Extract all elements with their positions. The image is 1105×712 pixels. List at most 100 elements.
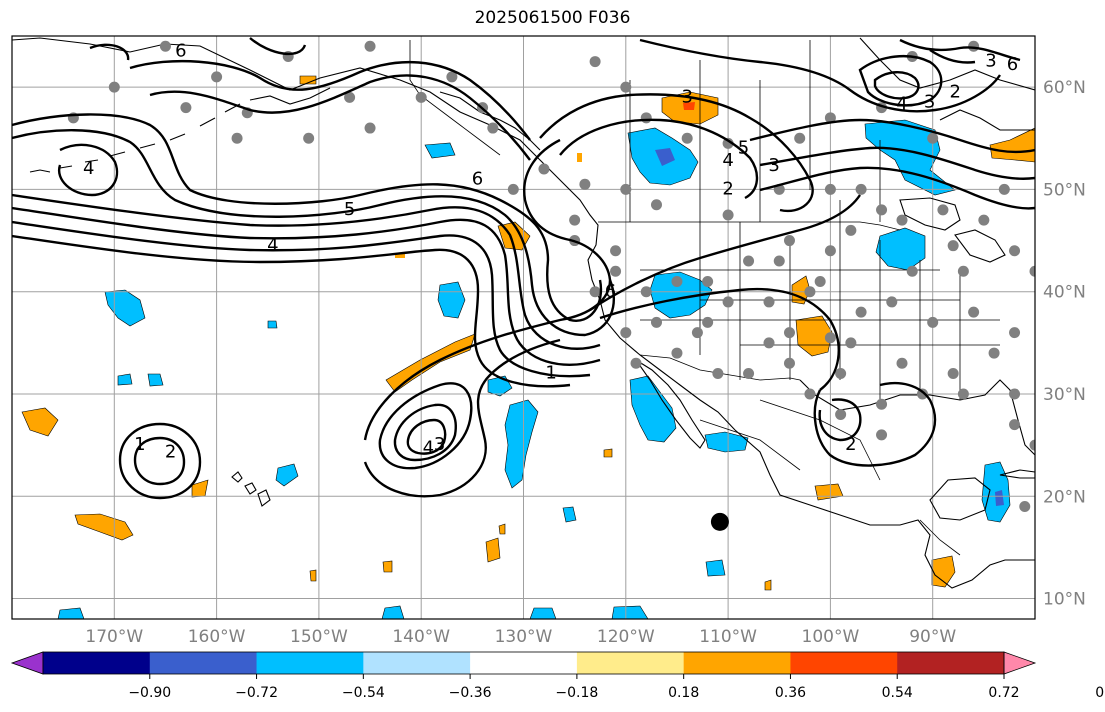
contour-label: 1 xyxy=(134,434,145,455)
station-marker xyxy=(231,132,243,144)
station-marker xyxy=(630,357,642,369)
contour-line xyxy=(813,381,937,467)
station-marker xyxy=(1029,265,1035,277)
station-marker xyxy=(783,327,795,339)
contour-line xyxy=(12,193,601,350)
station-marker xyxy=(691,327,703,339)
station-marker xyxy=(681,132,693,144)
contour-line xyxy=(539,93,814,213)
colorbar-segment xyxy=(683,652,791,674)
shade-blob xyxy=(395,254,405,258)
shade-blob xyxy=(562,506,577,523)
station-marker xyxy=(783,235,795,247)
station-marker xyxy=(620,81,632,93)
station-marker xyxy=(824,112,836,124)
station-marker xyxy=(835,408,847,420)
shade-blob xyxy=(705,559,726,577)
shade-blob xyxy=(611,605,649,619)
station-marker xyxy=(824,245,836,257)
contour-line xyxy=(118,422,202,500)
shade-blob xyxy=(995,490,1004,506)
lon-label: 160°W xyxy=(188,627,246,647)
plot-frame xyxy=(11,35,1036,620)
contour-line xyxy=(899,38,1021,62)
shade-blob xyxy=(74,513,134,541)
shade-blob xyxy=(629,375,677,443)
colorbar-tick-label: −0.54 xyxy=(342,685,385,701)
station-marker xyxy=(968,40,980,52)
station-marker xyxy=(814,275,826,287)
station-marker xyxy=(211,71,223,83)
station-marker xyxy=(876,204,888,216)
station-marker xyxy=(743,368,755,380)
station-marker xyxy=(303,132,315,144)
lon-label: 90°W xyxy=(909,627,956,647)
contour-line xyxy=(12,220,591,378)
shade-blob xyxy=(683,102,695,110)
shade-blob xyxy=(57,607,85,619)
contour-label: 3 xyxy=(768,155,779,176)
latitude-labels: 10°N 20°N 30°N 40°N 50°N 60°N xyxy=(1043,78,1086,609)
station-marker xyxy=(978,214,990,226)
shade-blob xyxy=(498,523,506,535)
lat-label: 20°N xyxy=(1043,487,1086,507)
lon-label: 150°W xyxy=(290,627,348,647)
shade-blob xyxy=(424,142,456,159)
shade-blob xyxy=(267,320,278,329)
station-marker xyxy=(998,183,1010,195)
station-marker xyxy=(896,214,908,226)
shade-blob xyxy=(577,153,582,162)
contour-label: 4 xyxy=(423,437,434,458)
contour-line xyxy=(759,146,1035,180)
colorbar-segment xyxy=(897,652,1005,674)
station-marker xyxy=(947,368,959,380)
map-plot-area[interactable] xyxy=(12,36,1041,619)
contour-line xyxy=(363,138,612,441)
station-marker xyxy=(620,183,632,195)
colorbar-tick-label: 0.72 xyxy=(988,685,1019,701)
shade-blob xyxy=(382,560,393,573)
station-marker xyxy=(855,306,867,318)
station-marker xyxy=(640,286,652,298)
station-marker xyxy=(620,327,632,339)
lat-label: 10°N xyxy=(1043,590,1086,610)
contour-line xyxy=(858,55,943,107)
station-marker xyxy=(824,332,836,344)
station-marker xyxy=(712,368,724,380)
colorbar-tick-label: 0.18 xyxy=(668,685,699,701)
contour-line xyxy=(406,418,447,455)
station-marker xyxy=(180,102,192,114)
colorbar-segment xyxy=(256,652,364,674)
station-marker xyxy=(876,429,888,441)
shade-blob xyxy=(147,373,164,387)
contour-line xyxy=(378,382,473,470)
station-marker xyxy=(1009,419,1021,431)
shade-blob xyxy=(275,463,299,487)
colorbar: −0.90 −0.72 −0.54 −0.36 −0.18 0.18 0.36 0.54 0.7… xyxy=(10,651,1105,701)
contour-label: 2 xyxy=(949,81,960,102)
figure-title: 2025061500 F036 xyxy=(474,8,631,28)
contour-line xyxy=(149,74,531,161)
station-marker xyxy=(896,357,908,369)
contour-label: 5 xyxy=(344,199,355,220)
contour-label: 4 xyxy=(267,235,278,256)
station-marker xyxy=(344,91,356,103)
colorbar-tick-label: 0.36 xyxy=(775,685,806,701)
shade-blob xyxy=(764,579,772,591)
shade-blob xyxy=(21,407,59,437)
colorbar-over-triangle xyxy=(1003,651,1037,675)
station-marker xyxy=(671,347,683,359)
station-marker xyxy=(773,255,785,267)
station-marker xyxy=(722,137,734,149)
station-marker xyxy=(845,337,857,349)
shade-blob xyxy=(875,227,926,271)
station-marker xyxy=(794,132,806,144)
shade-blob xyxy=(381,605,405,619)
station-marker xyxy=(579,178,591,190)
station-marker xyxy=(855,183,867,195)
contour-line xyxy=(363,338,561,498)
colorbar-tick-label: −0.90 xyxy=(128,685,171,701)
colorbar-segment xyxy=(790,652,898,674)
